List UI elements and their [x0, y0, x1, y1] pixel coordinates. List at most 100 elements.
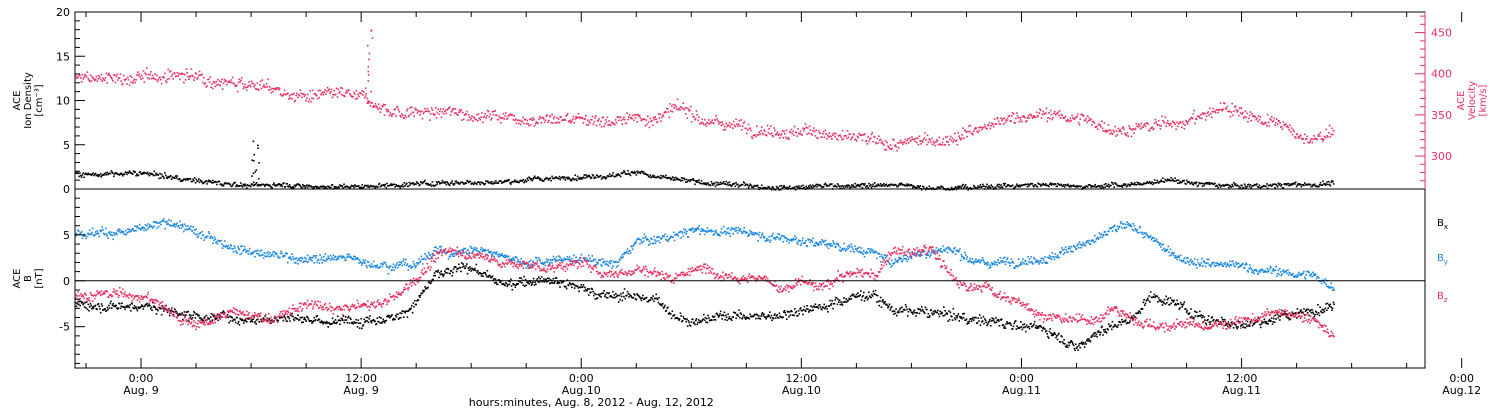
- top-panel-point: [354, 93, 356, 95]
- top-panel-point: [734, 125, 737, 128]
- bottom-panel-point: [363, 318, 365, 321]
- top-panel-point: [1273, 183, 1276, 185]
- top-panel-point: [1315, 138, 1318, 140]
- bottom-panel-point: [1191, 315, 1193, 318]
- bottom-panel-point: [152, 227, 154, 229]
- top-panel-point: [806, 133, 808, 135]
- bottom-panel-point: [1156, 295, 1159, 298]
- bottom-panel-point: [460, 270, 462, 273]
- top-panel-point: [1117, 127, 1120, 130]
- bottom-panel-point: [1284, 312, 1287, 315]
- top-panel-point: [385, 187, 387, 189]
- top-panel-point: [571, 118, 574, 121]
- top-panel-point: [193, 76, 196, 79]
- bottom-panel-point: [1063, 339, 1065, 341]
- top-panel-point: [320, 185, 322, 188]
- bottom-panel-point: [413, 305, 415, 308]
- top-panel-point: [1185, 183, 1187, 185]
- top-panel-point: [721, 121, 723, 123]
- top-panel-point: [403, 182, 406, 184]
- bottom-panel-point: [736, 313, 739, 316]
- bottom-panel-point: [201, 230, 203, 233]
- top-panel-point: [112, 80, 114, 82]
- bottom-panel-point: [143, 229, 145, 232]
- top-panel-point: [431, 181, 434, 183]
- top-panel-point: [1049, 183, 1051, 185]
- bottom-panel-point: [1119, 321, 1122, 324]
- bottom-panel-point: [876, 294, 879, 297]
- bottom-panel-point: [685, 320, 687, 323]
- top-panel-point: [336, 96, 339, 98]
- top-panel-point: [341, 87, 344, 90]
- top-panel-point: [824, 129, 827, 132]
- top-panel-point: [1134, 128, 1136, 131]
- top-panel-point: [392, 183, 395, 186]
- bottom-panel-point: [978, 320, 980, 322]
- top-panel-point: [675, 108, 678, 110]
- top-panel-point: [465, 182, 467, 184]
- bottom-panel-point: [697, 321, 699, 324]
- top-panel-point: [191, 180, 193, 183]
- top-panel-point: [1237, 184, 1239, 187]
- top-panel-point: [383, 185, 386, 188]
- top-panel-point: [886, 141, 888, 144]
- bottom-panel-point: [80, 300, 82, 303]
- top-panel-point: [1032, 116, 1035, 118]
- top-panel-point: [706, 182, 708, 185]
- bottom-panel-point: [403, 311, 406, 313]
- top-panel-point: [75, 172, 78, 174]
- top-panel-point: [472, 120, 474, 122]
- bottom-panel-point: [1042, 326, 1045, 329]
- top-panel-point: [859, 185, 861, 188]
- top-panel-point: [1035, 111, 1038, 114]
- top-panel-point: [1125, 134, 1128, 137]
- top-panel-point: [97, 77, 99, 80]
- bottom-panel-point: [381, 322, 383, 324]
- top-panel-point: [360, 92, 363, 95]
- bottom-panel-point: [1019, 326, 1021, 329]
- bottom-panel-point: [1020, 326, 1023, 328]
- bottom-panel-point: [1106, 328, 1109, 330]
- bottom-panel-point: [1049, 328, 1051, 330]
- bottom-panel-point: [135, 308, 138, 310]
- top-panel-point: [911, 184, 913, 187]
- top-panel-point: [638, 114, 641, 117]
- bottom-panel-point: [77, 303, 80, 306]
- bottom-panel-point: [1086, 338, 1089, 340]
- top-panel-point: [1142, 183, 1144, 186]
- top-panel-point: [478, 117, 481, 119]
- top-panel-point: [155, 74, 158, 77]
- top-panel-point: [967, 189, 969, 191]
- top-panel-point: [747, 186, 750, 189]
- top-panel-point: [691, 178, 694, 181]
- top-panel-point: [812, 129, 814, 132]
- top-panel-point: [174, 72, 176, 75]
- top-panel-point: [321, 91, 324, 94]
- top-panel-point: [1150, 127, 1153, 129]
- top-panel-point: [722, 123, 724, 126]
- bottom-panel-point: [617, 294, 619, 297]
- bottom-panel-point: [480, 275, 483, 277]
- bottom-panel-point: [791, 310, 793, 313]
- top-panel-point: [667, 111, 670, 113]
- top-panel-point: [491, 111, 494, 113]
- top-panel-point: [530, 118, 533, 120]
- bottom-panel-point: [196, 313, 199, 316]
- bottom-panel-point: [116, 307, 118, 309]
- bottom-panel-point: [875, 294, 878, 296]
- bottom-panel-point: [128, 228, 131, 231]
- bottom-panel-point: [676, 317, 679, 319]
- top-panel-point: [322, 185, 325, 187]
- top-panel-point: [500, 180, 502, 182]
- top-panel-point: [683, 108, 685, 111]
- bottom-panel-point: [887, 306, 889, 309]
- top-panel-point: [333, 185, 335, 188]
- top-panel-point: [1172, 178, 1174, 181]
- bottom-panel-point: [1022, 323, 1024, 326]
- top-panel-point: [585, 176, 588, 178]
- top-panel-point: [1021, 116, 1024, 118]
- top-panel-point: [377, 108, 379, 110]
- top-panel-point: [992, 123, 994, 126]
- top-panel-point: [1099, 124, 1101, 127]
- top-panel-point: [857, 185, 860, 187]
